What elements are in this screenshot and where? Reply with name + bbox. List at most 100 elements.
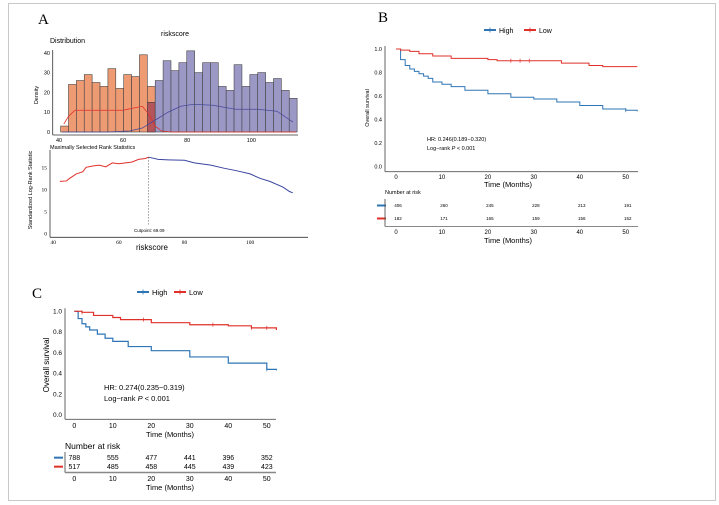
x-tick-label: 60 xyxy=(116,240,122,246)
km-c-xlabel: Time (Months) xyxy=(146,430,195,439)
x-tick-label: 10 xyxy=(109,423,117,430)
risk-table-x-tick-label: 10 xyxy=(109,476,117,483)
y-tick-label: 0.4 xyxy=(374,117,382,123)
risk-count-low: 156 xyxy=(578,216,586,221)
x-tick-label: 0 xyxy=(72,423,76,430)
x-tick-label: 30 xyxy=(531,175,538,181)
histogram-title: riskscore xyxy=(161,31,189,38)
km-plot-b: Overall survival Time (Months) HR: 0.246… xyxy=(365,27,638,245)
risk-count-high: 788 xyxy=(68,455,80,462)
km-b-hr: HR: 0.246(0.189−0.320) xyxy=(427,137,486,143)
risk-table-x-tick-label: 40 xyxy=(224,476,232,483)
risk-table-x-tick-label: 20 xyxy=(485,230,492,236)
risk-table-x-tick-label: 50 xyxy=(263,476,271,483)
legend-label-high: High xyxy=(152,288,167,297)
rank-line-high xyxy=(148,156,293,194)
x-tick-label: 30 xyxy=(186,423,194,430)
risk-count-high: 191 xyxy=(624,203,632,208)
x-tick-label: 60 xyxy=(120,138,126,144)
risk-table-b-title: Number at risk xyxy=(385,190,421,196)
y-tick-label: 15 xyxy=(42,165,48,171)
x-tick-label: 40 xyxy=(576,175,583,181)
km-c-ylabel: Overall survival xyxy=(42,337,51,392)
histogram-bar-low xyxy=(131,76,140,133)
histogram-subtitle: Distribution xyxy=(50,38,85,45)
histogram-bar-high xyxy=(265,82,274,133)
panel-label-a: A xyxy=(38,12,49,28)
risk-count-low: 445 xyxy=(184,464,196,471)
histogram-bar-high xyxy=(288,98,298,133)
x-tick-label: 40 xyxy=(51,240,57,246)
histogram-bar-high xyxy=(281,90,290,133)
histogram-bar-high xyxy=(154,80,164,133)
risk-table-c-title: Number at risk xyxy=(65,441,121,451)
y-tick-label: 1.0 xyxy=(374,47,382,53)
histogram-bar-high xyxy=(162,60,172,133)
histogram-bar-high xyxy=(170,70,180,133)
km-b-ylabel: Overall survival xyxy=(365,89,371,127)
legend-label-low: Low xyxy=(189,288,203,297)
histogram-bar-low xyxy=(60,125,69,133)
risk-count-low: 439 xyxy=(222,464,234,471)
risk-count-low: 171 xyxy=(440,216,448,221)
histogram-bar-high xyxy=(210,62,219,133)
y-tick-label: 0.8 xyxy=(374,70,382,76)
y-tick-label: 0 xyxy=(47,130,50,136)
histogram-bar-high xyxy=(225,90,235,133)
density-curve-low xyxy=(63,105,297,133)
panel-label-b: B xyxy=(378,10,388,26)
figure-frame xyxy=(8,3,716,501)
risk-count-high: 555 xyxy=(107,455,119,462)
risk-table-x-tick-label: 10 xyxy=(439,230,446,236)
risk-table-x-tick-label: 0 xyxy=(394,230,398,236)
y-tick-label: 0.2 xyxy=(374,141,382,147)
y-tick-label: 1.0 xyxy=(53,308,62,315)
risk-count-low: 423 xyxy=(261,464,273,471)
risk-count-high: 352 xyxy=(261,455,273,462)
risk-table-b-xlabel: Time (Months) xyxy=(484,236,533,245)
km-b-xlabel: Time (Months) xyxy=(484,180,533,189)
y-tick-label: 0.0 xyxy=(374,165,382,171)
y-tick-label: 0 xyxy=(44,231,47,237)
histogram-bar-high xyxy=(249,74,259,133)
x-tick-label: 0 xyxy=(394,175,398,181)
histogram-bar-low xyxy=(99,86,109,133)
risk-count-low: 458 xyxy=(145,464,157,471)
legend-label-low: Low xyxy=(539,28,553,35)
x-tick-label: 20 xyxy=(147,423,155,430)
y-tick-label: 0.4 xyxy=(53,371,62,378)
histogram-bar-high xyxy=(147,102,156,133)
risk-table-x-tick-label: 50 xyxy=(622,230,629,236)
rank-line-low xyxy=(59,156,149,182)
histogram-bar-low xyxy=(91,82,101,133)
histogram-bar-low xyxy=(123,74,132,133)
km-c-hr: HR: 0.274(0.235−0.319) xyxy=(104,383,185,392)
risk-count-high: 213 xyxy=(578,203,586,208)
x-tick-label: 20 xyxy=(485,175,492,181)
risk-table-x-tick-label: 30 xyxy=(531,230,538,236)
y-tick-label: 5 xyxy=(44,209,47,215)
x-tick-label: 50 xyxy=(622,175,629,181)
risk-table-x-tick-label: 20 xyxy=(147,476,155,483)
risk-table-x-tick-label: 30 xyxy=(186,476,194,483)
risk-count-high: 260 xyxy=(440,203,448,208)
km-c-logrank: Log−rank P < 0.001 xyxy=(104,394,170,403)
y-tick-label: 0.6 xyxy=(53,350,62,357)
risk-count-low: 517 xyxy=(68,464,80,471)
risk-count-low: 485 xyxy=(107,464,119,471)
histogram-bar-high xyxy=(194,72,203,133)
y-tick-label: 0.2 xyxy=(53,391,62,398)
risk-count-low: 165 xyxy=(486,216,494,221)
histogram-bar-low xyxy=(107,68,117,133)
risk-count-low: 182 xyxy=(394,216,402,221)
histogram-bar-high xyxy=(257,72,266,133)
x-tick-label: 10 xyxy=(439,175,446,181)
risk-count-high: 245 xyxy=(486,203,494,208)
histogram-bar-high xyxy=(178,62,188,133)
rank-ylabel: Standardized Log-Rank Statistic xyxy=(28,150,34,229)
risk-count-high: 441 xyxy=(184,455,196,462)
risk-table-x-tick-label: 0 xyxy=(72,476,76,483)
panel-label-c: C xyxy=(32,286,42,302)
y-tick-label: 0.0 xyxy=(53,412,62,419)
